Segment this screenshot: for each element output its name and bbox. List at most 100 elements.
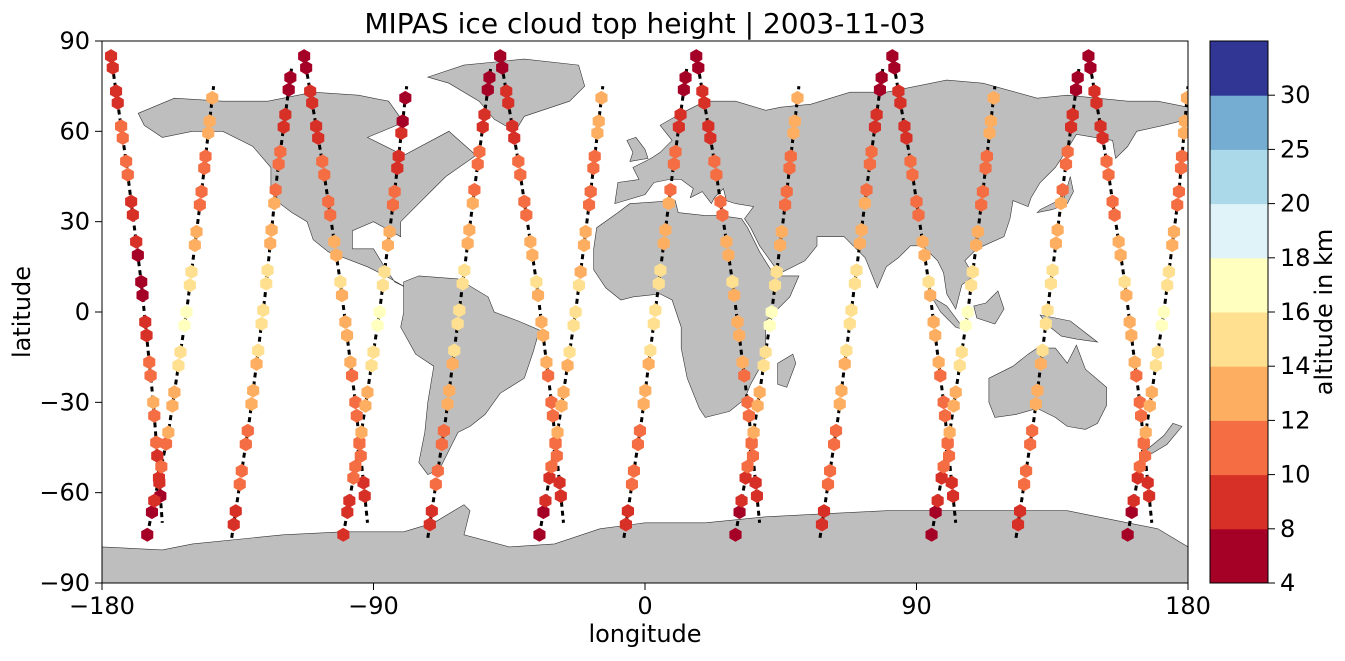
cloud-point <box>120 154 133 169</box>
cloud-point <box>1139 448 1152 463</box>
cloud-point <box>518 194 531 209</box>
colorbar-segment <box>1210 95 1268 150</box>
cloud-point <box>633 423 646 438</box>
cloud-point <box>1139 425 1152 440</box>
cloud-point <box>1071 70 1084 85</box>
cloud-point <box>255 316 268 331</box>
cloud-point <box>652 276 665 291</box>
cloud-point <box>1125 505 1138 520</box>
cloud-point <box>679 70 692 85</box>
cloud-point <box>188 238 201 253</box>
cloud-point <box>166 398 179 413</box>
cloud-point <box>257 303 270 318</box>
cloud-point <box>235 463 248 478</box>
cloud-point <box>654 263 667 278</box>
land-north-america <box>137 91 477 289</box>
cloud-point <box>1020 463 1033 478</box>
cloud-point <box>1123 315 1136 329</box>
y-tick-label: 60 <box>59 117 90 145</box>
cloud-point <box>783 161 796 176</box>
cloud-point <box>185 264 198 279</box>
cloud-point <box>853 236 866 251</box>
cloud-point <box>1133 459 1146 474</box>
cloud-point <box>1175 149 1188 164</box>
cloud-point <box>639 383 652 398</box>
cloud-point <box>1014 504 1027 519</box>
cloud-point <box>947 489 960 503</box>
cloud-point <box>572 278 585 293</box>
cloud-point <box>330 248 343 263</box>
cloud-point <box>471 157 484 172</box>
cloud-point <box>943 448 956 463</box>
cloud-point <box>763 318 776 333</box>
cloud-point <box>341 505 354 520</box>
cloud-point <box>316 154 329 169</box>
cloud-point <box>892 84 905 99</box>
cloud-point <box>203 114 216 129</box>
colorbar-segment <box>1210 312 1268 367</box>
cloud-point <box>1161 278 1174 293</box>
cloud-point <box>537 328 550 343</box>
cloud-point <box>135 274 148 289</box>
cloud-point <box>1046 263 1059 278</box>
cloud-point <box>264 236 277 251</box>
cloud-point <box>116 131 129 145</box>
cloud-point <box>279 107 292 122</box>
orbit-track-line <box>1014 64 1081 539</box>
colorbar-tick-label: 25 <box>1280 135 1311 163</box>
cloud-point <box>272 157 285 172</box>
cloud-point <box>252 343 265 358</box>
cloud-point <box>595 90 608 105</box>
cloud-point <box>1127 493 1140 508</box>
cloud-point <box>543 470 556 485</box>
cloud-point <box>1143 489 1156 503</box>
cloud-point <box>199 149 212 164</box>
cloud-point <box>733 328 746 343</box>
colorbar-segment <box>1210 474 1268 530</box>
cloud-point <box>959 318 972 333</box>
cloud-point <box>577 238 591 253</box>
y-tick-label: −30 <box>39 388 90 416</box>
cloud-point <box>745 436 758 451</box>
orbit-track-line <box>818 64 885 539</box>
cloud-point <box>322 194 335 209</box>
cloud-point <box>306 95 319 110</box>
cloud-point <box>435 437 448 452</box>
cloud-point <box>245 397 258 411</box>
cloud-point <box>148 493 161 508</box>
cloud-point <box>888 60 901 75</box>
cloud-point <box>943 425 956 440</box>
cloud-point <box>349 459 362 474</box>
cloud-point <box>726 274 739 289</box>
cloud-point <box>987 90 1000 105</box>
colorbar-segment <box>1210 257 1268 313</box>
colorbar-segment <box>1210 528 1268 584</box>
cloud-point <box>644 343 657 358</box>
colorbar-tick-label: 10 <box>1280 461 1311 489</box>
cloud-point <box>143 355 156 370</box>
cloud-point <box>975 197 988 212</box>
cloud-point <box>900 131 913 145</box>
cloud-point <box>563 345 576 360</box>
cloud-point <box>461 236 474 251</box>
cloud-point <box>367 345 380 360</box>
cloud-point <box>925 527 938 542</box>
cloud-point <box>441 397 454 411</box>
cloud-point <box>1012 517 1025 532</box>
cloud-point <box>344 355 357 370</box>
cloud-point <box>970 238 983 253</box>
cloud-point <box>549 436 562 451</box>
cloud-point <box>692 60 705 75</box>
cloud-point <box>1171 197 1184 212</box>
cloud-point <box>821 477 835 492</box>
cloud-point <box>714 194 727 209</box>
cloud-point <box>392 149 405 164</box>
cloud-point <box>206 90 219 105</box>
y-axis-ticks: 90 60 30 0 −30 −60 −90 <box>39 27 102 597</box>
cloud-point <box>1174 161 1187 176</box>
cloud-point <box>524 234 537 249</box>
cloud-point <box>870 107 883 122</box>
cloud-point <box>483 70 496 85</box>
cloud-point <box>627 463 640 478</box>
cloud-point <box>396 114 409 129</box>
